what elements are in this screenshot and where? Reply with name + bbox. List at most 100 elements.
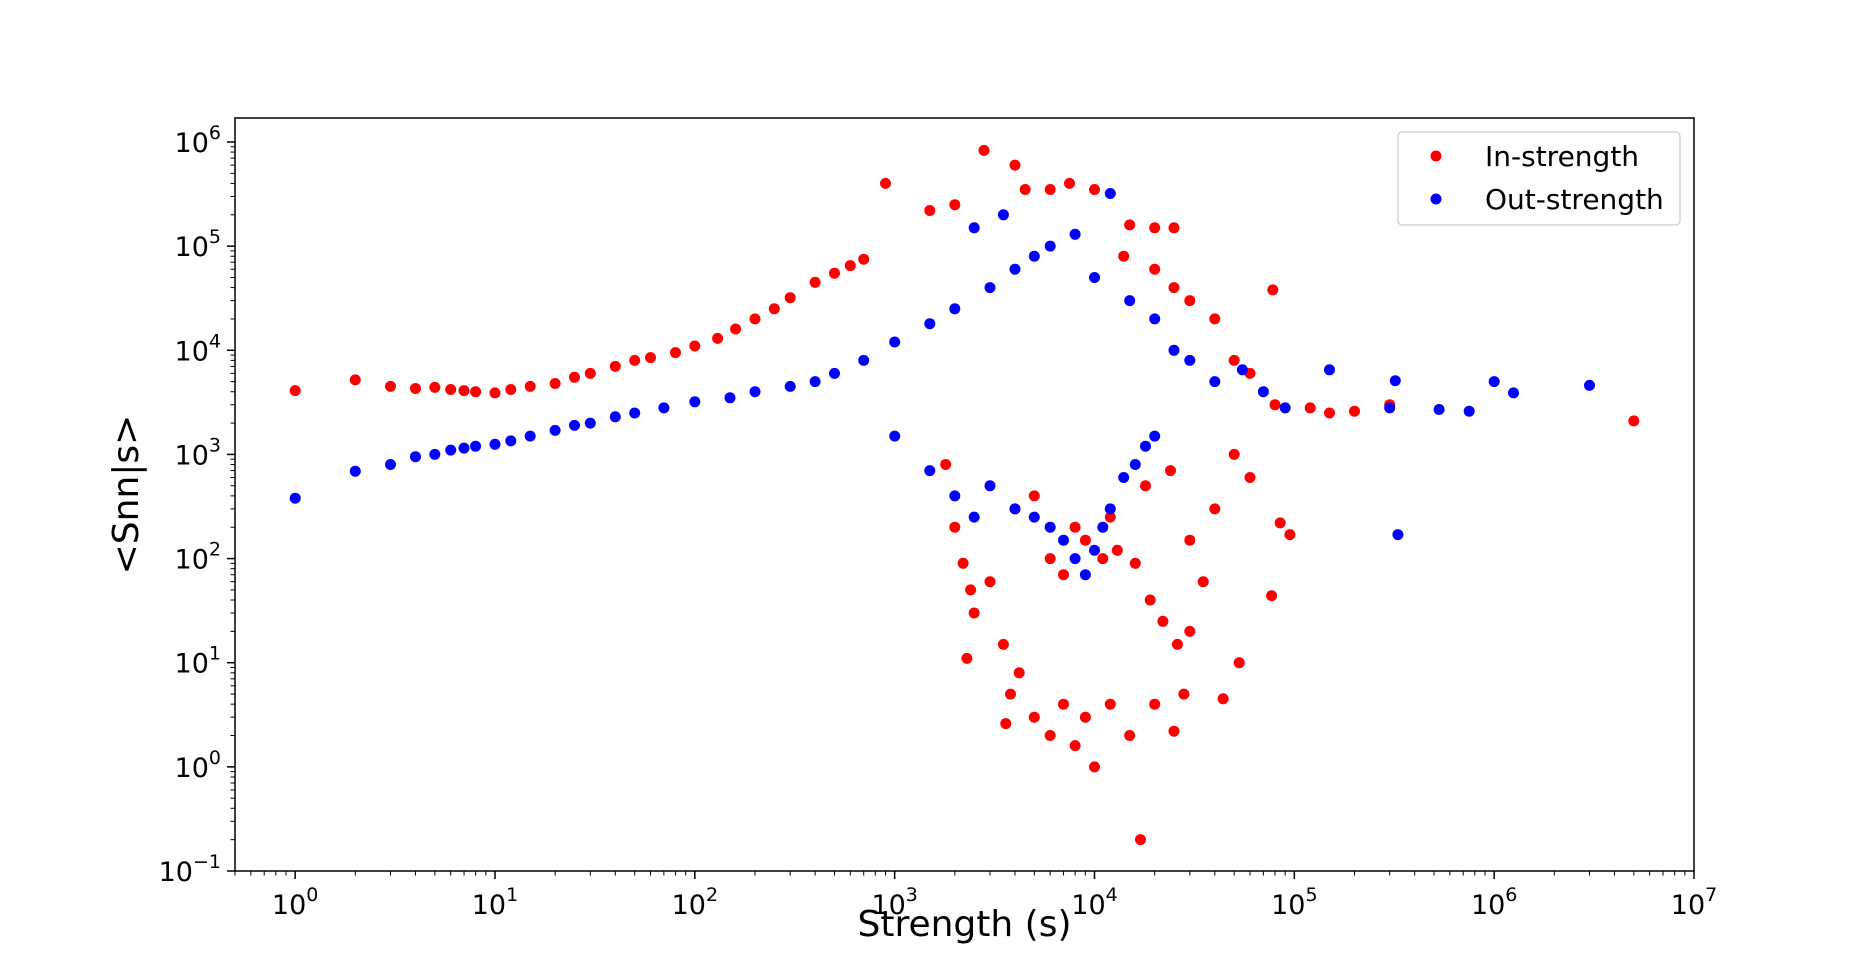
data-point	[1304, 402, 1316, 414]
data-point	[858, 354, 870, 366]
data-point	[1135, 834, 1146, 846]
legend[interactable]: In-strength Out-strength	[1397, 131, 1681, 226]
data-point	[1028, 250, 1040, 262]
data-point	[1028, 711, 1040, 723]
data-point	[961, 652, 973, 664]
data-point	[1069, 553, 1081, 565]
data-point	[1324, 407, 1335, 419]
data-point	[1104, 188, 1116, 199]
data-point	[1584, 379, 1595, 391]
y-tick-label: 105	[175, 226, 221, 263]
data-point	[1111, 544, 1123, 556]
data-point	[445, 384, 457, 395]
data-point	[924, 205, 936, 216]
data-point	[984, 480, 996, 492]
data-point	[458, 442, 470, 454]
data-point	[1069, 740, 1081, 752]
data-point	[1000, 718, 1012, 730]
data-point	[1433, 404, 1445, 415]
data-point	[1104, 503, 1116, 515]
data-point	[1165, 465, 1176, 477]
data-point	[1104, 698, 1116, 710]
data-point	[1197, 576, 1209, 588]
data-point	[949, 521, 961, 533]
data-point	[1104, 511, 1116, 523]
legend-item-in-strength[interactable]: In-strength	[1430, 140, 1640, 173]
data-point	[1267, 284, 1279, 296]
data-point	[658, 402, 670, 414]
data-point	[1488, 376, 1500, 388]
data-point	[749, 313, 761, 325]
data-point	[569, 371, 580, 383]
data-point	[1389, 375, 1401, 387]
x-axis-title: Strength (s)	[857, 904, 1071, 945]
data-point	[984, 282, 996, 294]
data-point	[349, 465, 361, 477]
data-point	[1044, 240, 1056, 252]
data-point	[784, 380, 796, 392]
data-point	[997, 638, 1009, 650]
data-point	[1266, 590, 1278, 602]
data-point	[1149, 222, 1161, 234]
data-point	[1118, 472, 1130, 483]
legend-item-out-strength[interactable]: Out-strength	[1430, 183, 1664, 216]
data-point	[445, 444, 457, 456]
data-point	[1279, 402, 1291, 414]
data-point	[584, 367, 596, 379]
data-point	[940, 459, 952, 470]
data-point	[1005, 688, 1016, 700]
data-point	[670, 347, 681, 359]
data-point	[349, 374, 361, 386]
data-point	[1058, 569, 1069, 581]
x-tick-label: 105	[1271, 884, 1317, 921]
data-point	[1144, 594, 1156, 606]
data-point	[784, 292, 796, 304]
legend-label-in-strength: In-strength	[1485, 140, 1639, 173]
data-point	[385, 380, 396, 392]
x-tick-label: 107	[1671, 884, 1717, 921]
data-point	[1168, 222, 1180, 234]
x-tick-label: 102	[672, 884, 718, 921]
data-point	[1233, 657, 1245, 669]
data-point	[385, 459, 396, 470]
data-point	[1044, 730, 1056, 741]
data-point	[997, 209, 1009, 221]
data-point	[1236, 364, 1248, 376]
data-point	[410, 451, 421, 463]
data-point	[1044, 521, 1056, 533]
data-point	[1168, 282, 1180, 294]
legend-box	[1397, 131, 1681, 226]
data-point	[1089, 761, 1100, 773]
y-tick-label: 104	[175, 330, 221, 367]
data-point	[1044, 553, 1056, 565]
data-point	[1244, 472, 1256, 483]
data-point	[978, 144, 990, 156]
data-point	[524, 380, 536, 392]
data-point	[809, 376, 821, 388]
data-point	[1058, 698, 1069, 710]
data-point	[549, 378, 561, 389]
data-point	[1209, 376, 1221, 388]
data-point	[470, 440, 482, 452]
x-tick-label: 103	[871, 884, 917, 921]
data-point	[524, 430, 536, 442]
data-point	[1079, 534, 1091, 546]
data-point	[1349, 405, 1360, 417]
data-point	[858, 253, 870, 265]
data-point	[949, 490, 961, 502]
data-point	[489, 387, 501, 399]
legend-marker-out-strength	[1430, 193, 1442, 205]
data-point	[1217, 693, 1229, 705]
y-axis: 10−1 100 101 102 103 104 105 106	[159, 122, 235, 888]
data-point	[689, 340, 701, 352]
data-point	[470, 386, 482, 398]
data-point	[949, 199, 961, 211]
y-tick-label: 103	[175, 434, 221, 471]
data-point	[1463, 405, 1475, 417]
data-point	[429, 381, 441, 393]
x-tick-label: 104	[1071, 884, 1117, 921]
data-point	[768, 303, 780, 315]
data-point	[1069, 521, 1081, 533]
data-point	[1009, 159, 1021, 171]
